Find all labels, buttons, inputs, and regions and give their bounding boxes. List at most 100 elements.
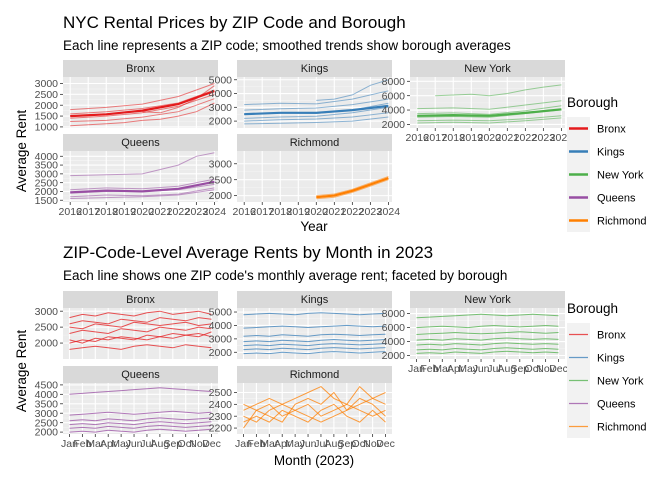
facet-queens: Queens1500200025003000350040002016201720… [35, 134, 227, 218]
zip-series-line [244, 98, 389, 111]
y-tick-label: 5000 [209, 74, 233, 86]
y-tick-label: 4500 [35, 379, 59, 391]
x-tick-label: Oct [525, 363, 541, 375]
y-tick-label: 3000 [35, 78, 59, 90]
x-tick-label: 2019 [113, 206, 137, 218]
zip-series-line [316, 79, 389, 101]
borough-smooth-line [244, 104, 389, 116]
y-tick-label: 4000 [382, 336, 406, 348]
x-tick-label: 2020 [131, 206, 155, 218]
x-tick-label: May [285, 438, 306, 450]
legend-label: Bronx [597, 330, 626, 342]
y-tick-label: 1500 [35, 111, 59, 123]
zip-series-line [244, 90, 389, 106]
facet-strip [237, 366, 392, 383]
x-tick-label: 2019 [460, 132, 484, 144]
zip-series-line [417, 117, 562, 124]
legend-label: Richmond [597, 422, 647, 434]
zip-series-line [70, 178, 215, 191]
facet-strip [63, 60, 218, 77]
x-tick-label: Jan [61, 438, 78, 450]
x-tick-label: Aug [325, 438, 344, 450]
x-tick-label: Jun [300, 438, 317, 450]
y-tick-label: 2500 [209, 174, 233, 186]
legend: Borough Bronx Kings New York Queens Richmond [567, 301, 647, 438]
zip-series-line [70, 83, 215, 111]
x-tick-label: 2023 [185, 206, 209, 218]
y-tick-label: 2000 [382, 119, 406, 131]
x-tick-label: 2024 [203, 206, 227, 218]
y-tick-label: 4000 [35, 151, 59, 163]
x-tick-label: 2021 [496, 132, 520, 144]
y-tick-label: 3000 [35, 306, 59, 318]
facet-strip [63, 291, 218, 308]
facet-strip-label: New York [464, 63, 511, 75]
y-tick-label: 1000 [35, 122, 59, 134]
zip-series-line [417, 105, 562, 115]
y-tick-label: 2000 [209, 116, 233, 128]
zip-series-line [243, 403, 386, 423]
facet-richmond: Richmond 2000 2500 3000 20162017201820192020… [209, 134, 400, 218]
zip-series-line [416, 337, 559, 341]
legend: Borough Bronx Kings New York Queens Richmond [567, 95, 647, 232]
x-tick-label: 2017 [77, 206, 101, 218]
facet-strip [63, 134, 218, 151]
zip-series-line [316, 179, 389, 200]
zip-series-line [69, 428, 212, 433]
zip-series-line [70, 93, 215, 119]
zip-series-line [243, 343, 386, 347]
facet-strip [63, 366, 218, 383]
y-tick-label: 4000 [209, 320, 233, 332]
borough-smooth-line [316, 177, 389, 199]
x-tick-label: 2019 [287, 206, 311, 218]
x-tick-label: Apr [100, 438, 117, 450]
facet-strip-label: Kings [301, 294, 329, 306]
zip-series-line [69, 331, 212, 344]
zip-series-line [69, 387, 212, 395]
facet-strip [237, 134, 392, 151]
x-tick-label: Nov [363, 438, 382, 450]
x-tick-label: Dec [376, 438, 395, 450]
panel-background [237, 383, 392, 434]
legend-label: Queens [597, 399, 636, 411]
facet-strip-label: Bronx [126, 63, 155, 75]
x-tick-label: Feb [420, 363, 438, 375]
x-tick-label: Feb [247, 438, 265, 450]
x-tick-label: Jul [487, 363, 500, 375]
legend-label: Bronx [597, 124, 626, 136]
x-tick-label: Sep [337, 438, 356, 450]
y-tick-label: 3000 [209, 158, 233, 170]
y-tick-label: 3500 [35, 398, 59, 410]
panel-background [237, 308, 392, 359]
x-tick-label: Jun [473, 363, 490, 375]
y-tick-label: 2400 [209, 399, 233, 411]
legend-label: New York [597, 376, 644, 388]
zip-series-line [70, 102, 215, 127]
zip-series-line [244, 112, 389, 122]
legend-title: Borough [567, 301, 618, 316]
zip-series-line [69, 410, 212, 416]
zip-series-line [243, 333, 386, 337]
zip-series-line [69, 421, 212, 426]
facet-strip-label: New York [464, 294, 511, 306]
facet-strip [237, 60, 392, 77]
x-tick-label: 2018 [269, 206, 293, 218]
x-tick-label: Mar [260, 438, 279, 450]
chart-title: ZIP-Code-Level Average Rents by Month in… [63, 243, 433, 262]
legend-label: Richmond [597, 216, 647, 228]
chart-title: NYC Rental Prices by ZIP Code and Boroug… [63, 13, 406, 32]
x-tick-label: 2022 [341, 206, 365, 218]
zip-series-line [243, 324, 386, 329]
chart-subtitle: Each line shows one ZIP code's monthly a… [63, 268, 507, 283]
panel-background [63, 308, 218, 359]
y-tick-label: 2500 [35, 322, 59, 334]
x-tick-label: May [458, 363, 479, 375]
zip-series-line [316, 176, 389, 197]
y-tick-label: 2000 [35, 338, 59, 350]
x-tick-label: Jan [235, 438, 252, 450]
zip-series-line [69, 310, 212, 319]
zip-series-line [417, 115, 562, 122]
facet-strip [410, 60, 565, 77]
zip-series-line [243, 347, 386, 351]
